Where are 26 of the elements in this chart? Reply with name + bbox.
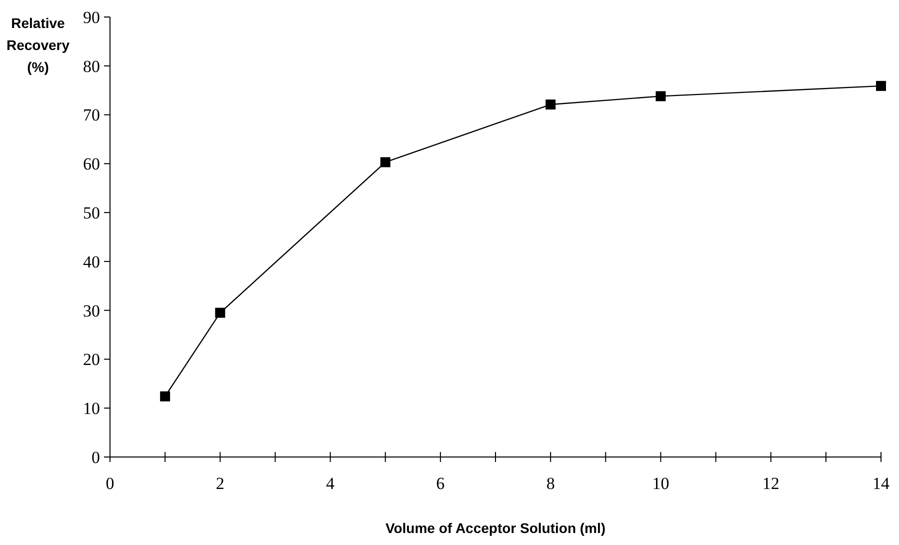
y-tick-label: 60 [83, 154, 100, 174]
x-tick-label: 2 [216, 474, 224, 493]
x-tick-label: 4 [326, 474, 336, 493]
y-tick-label: 80 [83, 56, 100, 76]
x-axis-title: Volume of Acceptor Solution (ml) [385, 520, 606, 536]
x-tick-label: 8 [546, 474, 555, 493]
point [380, 157, 390, 168]
y-tick-label: 50 [83, 204, 100, 223]
y-tick-label: 10 [83, 399, 100, 418]
point [546, 100, 556, 110]
y-tick-label: 40 [83, 252, 100, 272]
y-axis-title: Relative Recovery (%) [6, 15, 70, 75]
y-tick-label: 30 [83, 301, 100, 320]
y-tick-label: 70 [83, 106, 100, 125]
point [160, 391, 170, 402]
x-tick-label: 0 [106, 474, 114, 493]
x-tick-label: 12 [762, 474, 780, 493]
x-tick-label: 14 [872, 474, 890, 493]
point [215, 308, 226, 318]
point [876, 80, 886, 91]
y-tick-label: 20 [83, 350, 100, 370]
y-tick-label: 90 [83, 8, 100, 27]
y-tick-label: 0 [92, 448, 100, 467]
x-tick-label: 10 [652, 474, 670, 493]
point [656, 91, 666, 102]
x-tick-label: 6 [436, 474, 445, 493]
